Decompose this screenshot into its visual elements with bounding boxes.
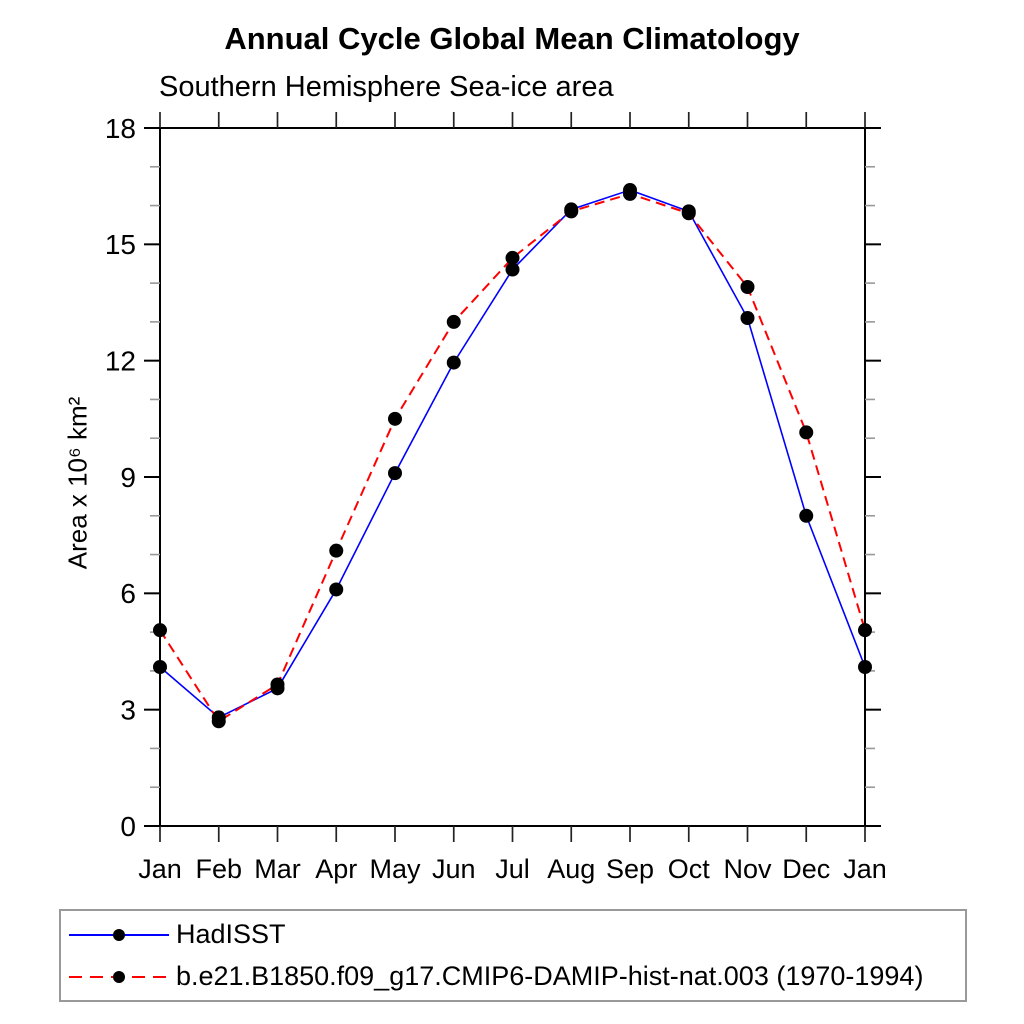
y-tick-label: 9 — [120, 462, 136, 493]
data-point-marker — [623, 186, 637, 201]
data-point-marker — [329, 582, 344, 597]
x-tick-label: Apr — [315, 854, 357, 884]
legend-box: HadISST b.e21.B1850.f09_g17.CMIP6-DAMIP-… — [59, 909, 967, 1002]
data-point-marker — [505, 250, 520, 265]
x-tick-label: Jan — [843, 854, 887, 884]
x-tick-label: Jul — [495, 854, 530, 884]
data-point-marker — [740, 279, 755, 294]
legend-entry-model: b.e21.B1850.f09_g17.CMIP6-DAMIP-hist-nat… — [61, 956, 965, 998]
legend-entry-hadisst: HadISST — [61, 914, 965, 956]
data-point-marker — [858, 660, 872, 675]
data-point-marker — [799, 508, 814, 523]
data-point-marker — [799, 425, 814, 440]
chart-title: Annual Cycle Global Mean Climatology — [224, 21, 800, 56]
data-point-marker — [388, 466, 402, 481]
data-point-marker — [505, 262, 520, 277]
data-point-marker — [564, 204, 579, 219]
data-point-marker — [211, 714, 226, 729]
x-tick-label: Feb — [195, 854, 242, 884]
legend-label-hadisst: HadISST — [176, 919, 286, 949]
y-tick-label: 18 — [105, 113, 136, 144]
x-tick-label: May — [369, 854, 421, 884]
y-tick-label: 3 — [120, 694, 136, 725]
data-point-marker — [153, 660, 167, 675]
x-tick-label: Aug — [547, 854, 595, 884]
legend-line-sample-solid — [69, 928, 169, 941]
y-tick-label: 6 — [120, 578, 136, 609]
data-point-marker — [270, 677, 285, 692]
data-point-marker — [858, 623, 872, 638]
x-tick-label: Oct — [668, 854, 711, 884]
chart-subtitle: Southern Hemisphere Sea-ice area — [159, 71, 614, 103]
data-point-marker — [446, 314, 461, 329]
data-point-marker — [329, 543, 344, 558]
legend-label-model: b.e21.B1850.f09_g17.CMIP6-DAMIP-hist-nat… — [176, 961, 924, 991]
legend-line-sample-dashed — [69, 970, 169, 983]
x-tick-label: Sep — [606, 854, 654, 884]
data-point-marker — [446, 355, 461, 370]
data-point-marker — [153, 623, 167, 638]
x-tick-label: Mar — [254, 854, 301, 884]
y-tick-label: 15 — [105, 229, 136, 260]
x-tick-label: Jun — [432, 854, 476, 884]
x-tick-label: Nov — [723, 854, 772, 884]
data-point-marker — [681, 206, 696, 221]
x-tick-label: Jan — [138, 854, 182, 884]
data-point-marker — [388, 411, 402, 426]
x-tick-label: Dec — [782, 854, 830, 884]
y-tick-label: 12 — [105, 345, 136, 376]
data-point-marker — [740, 311, 755, 326]
y-tick-label: 0 — [120, 811, 136, 842]
